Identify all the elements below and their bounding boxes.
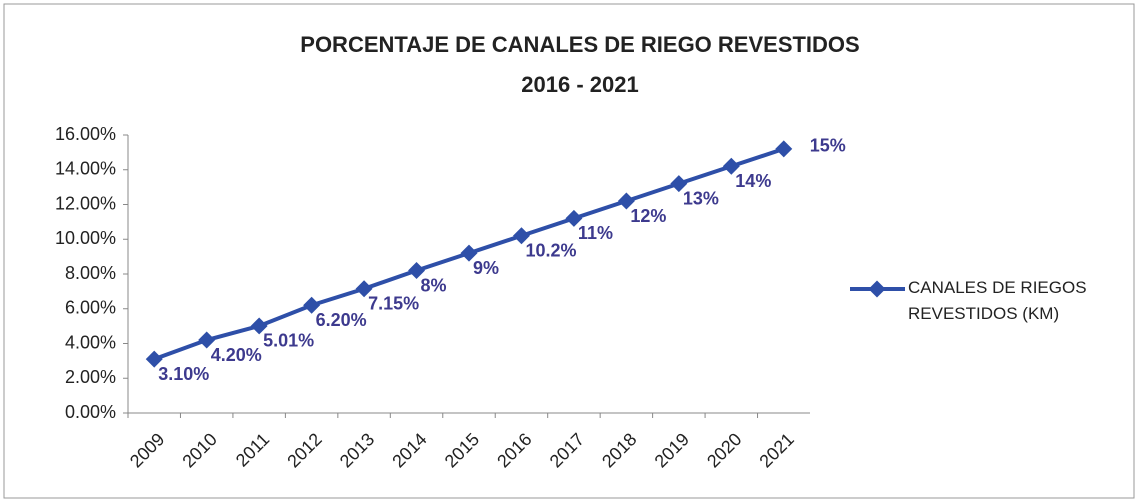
marker [670, 175, 688, 193]
y-tick-label: 10.00% [55, 228, 116, 248]
marker [198, 331, 216, 349]
chart-border [3, 3, 1135, 499]
marker [617, 192, 635, 210]
marker [565, 209, 583, 227]
marker [722, 157, 740, 175]
y-tick-label: 2.00% [65, 367, 116, 387]
data-label: 13% [683, 188, 719, 208]
y-tick-label: 0.00% [65, 402, 116, 422]
data-label: 11% [578, 223, 613, 243]
data-label: 4.20% [211, 345, 262, 365]
y-tick-label: 8.00% [65, 263, 116, 283]
data-label: 5.01% [263, 331, 314, 351]
data-label: 12% [630, 206, 666, 226]
data-label: 3.10% [158, 364, 209, 384]
marker [250, 317, 268, 335]
marker [145, 350, 163, 368]
marker [775, 140, 793, 158]
legend-label: CANALES DE RIEGOS REVESTIDOS (KM) [908, 278, 1087, 323]
y-tick-label: 6.00% [65, 298, 116, 318]
y-tick-label: 12.00% [55, 193, 116, 213]
marker [512, 227, 530, 245]
data-label: 9% [473, 258, 499, 278]
y-tick-label: 14.00% [55, 159, 116, 179]
data-label: 6.20% [316, 310, 367, 330]
legend-marker [868, 280, 886, 298]
data-label: 15% [810, 136, 846, 156]
chart-subtitle: 2016 - 2021 [521, 72, 638, 97]
data-label: 7.15% [368, 294, 419, 314]
marker [303, 296, 321, 314]
data-label: 8% [421, 275, 447, 295]
marker [355, 280, 373, 298]
data-label: 10.2% [525, 241, 576, 261]
y-tick-label: 16.00% [55, 124, 116, 144]
y-tick-label: 4.00% [65, 332, 116, 352]
data-label: 14% [735, 171, 771, 191]
marker [460, 244, 478, 262]
chart-title: PORCENTAJE DE CANALES DE RIEGO REVESTIDO… [300, 32, 859, 57]
marker [408, 262, 426, 280]
